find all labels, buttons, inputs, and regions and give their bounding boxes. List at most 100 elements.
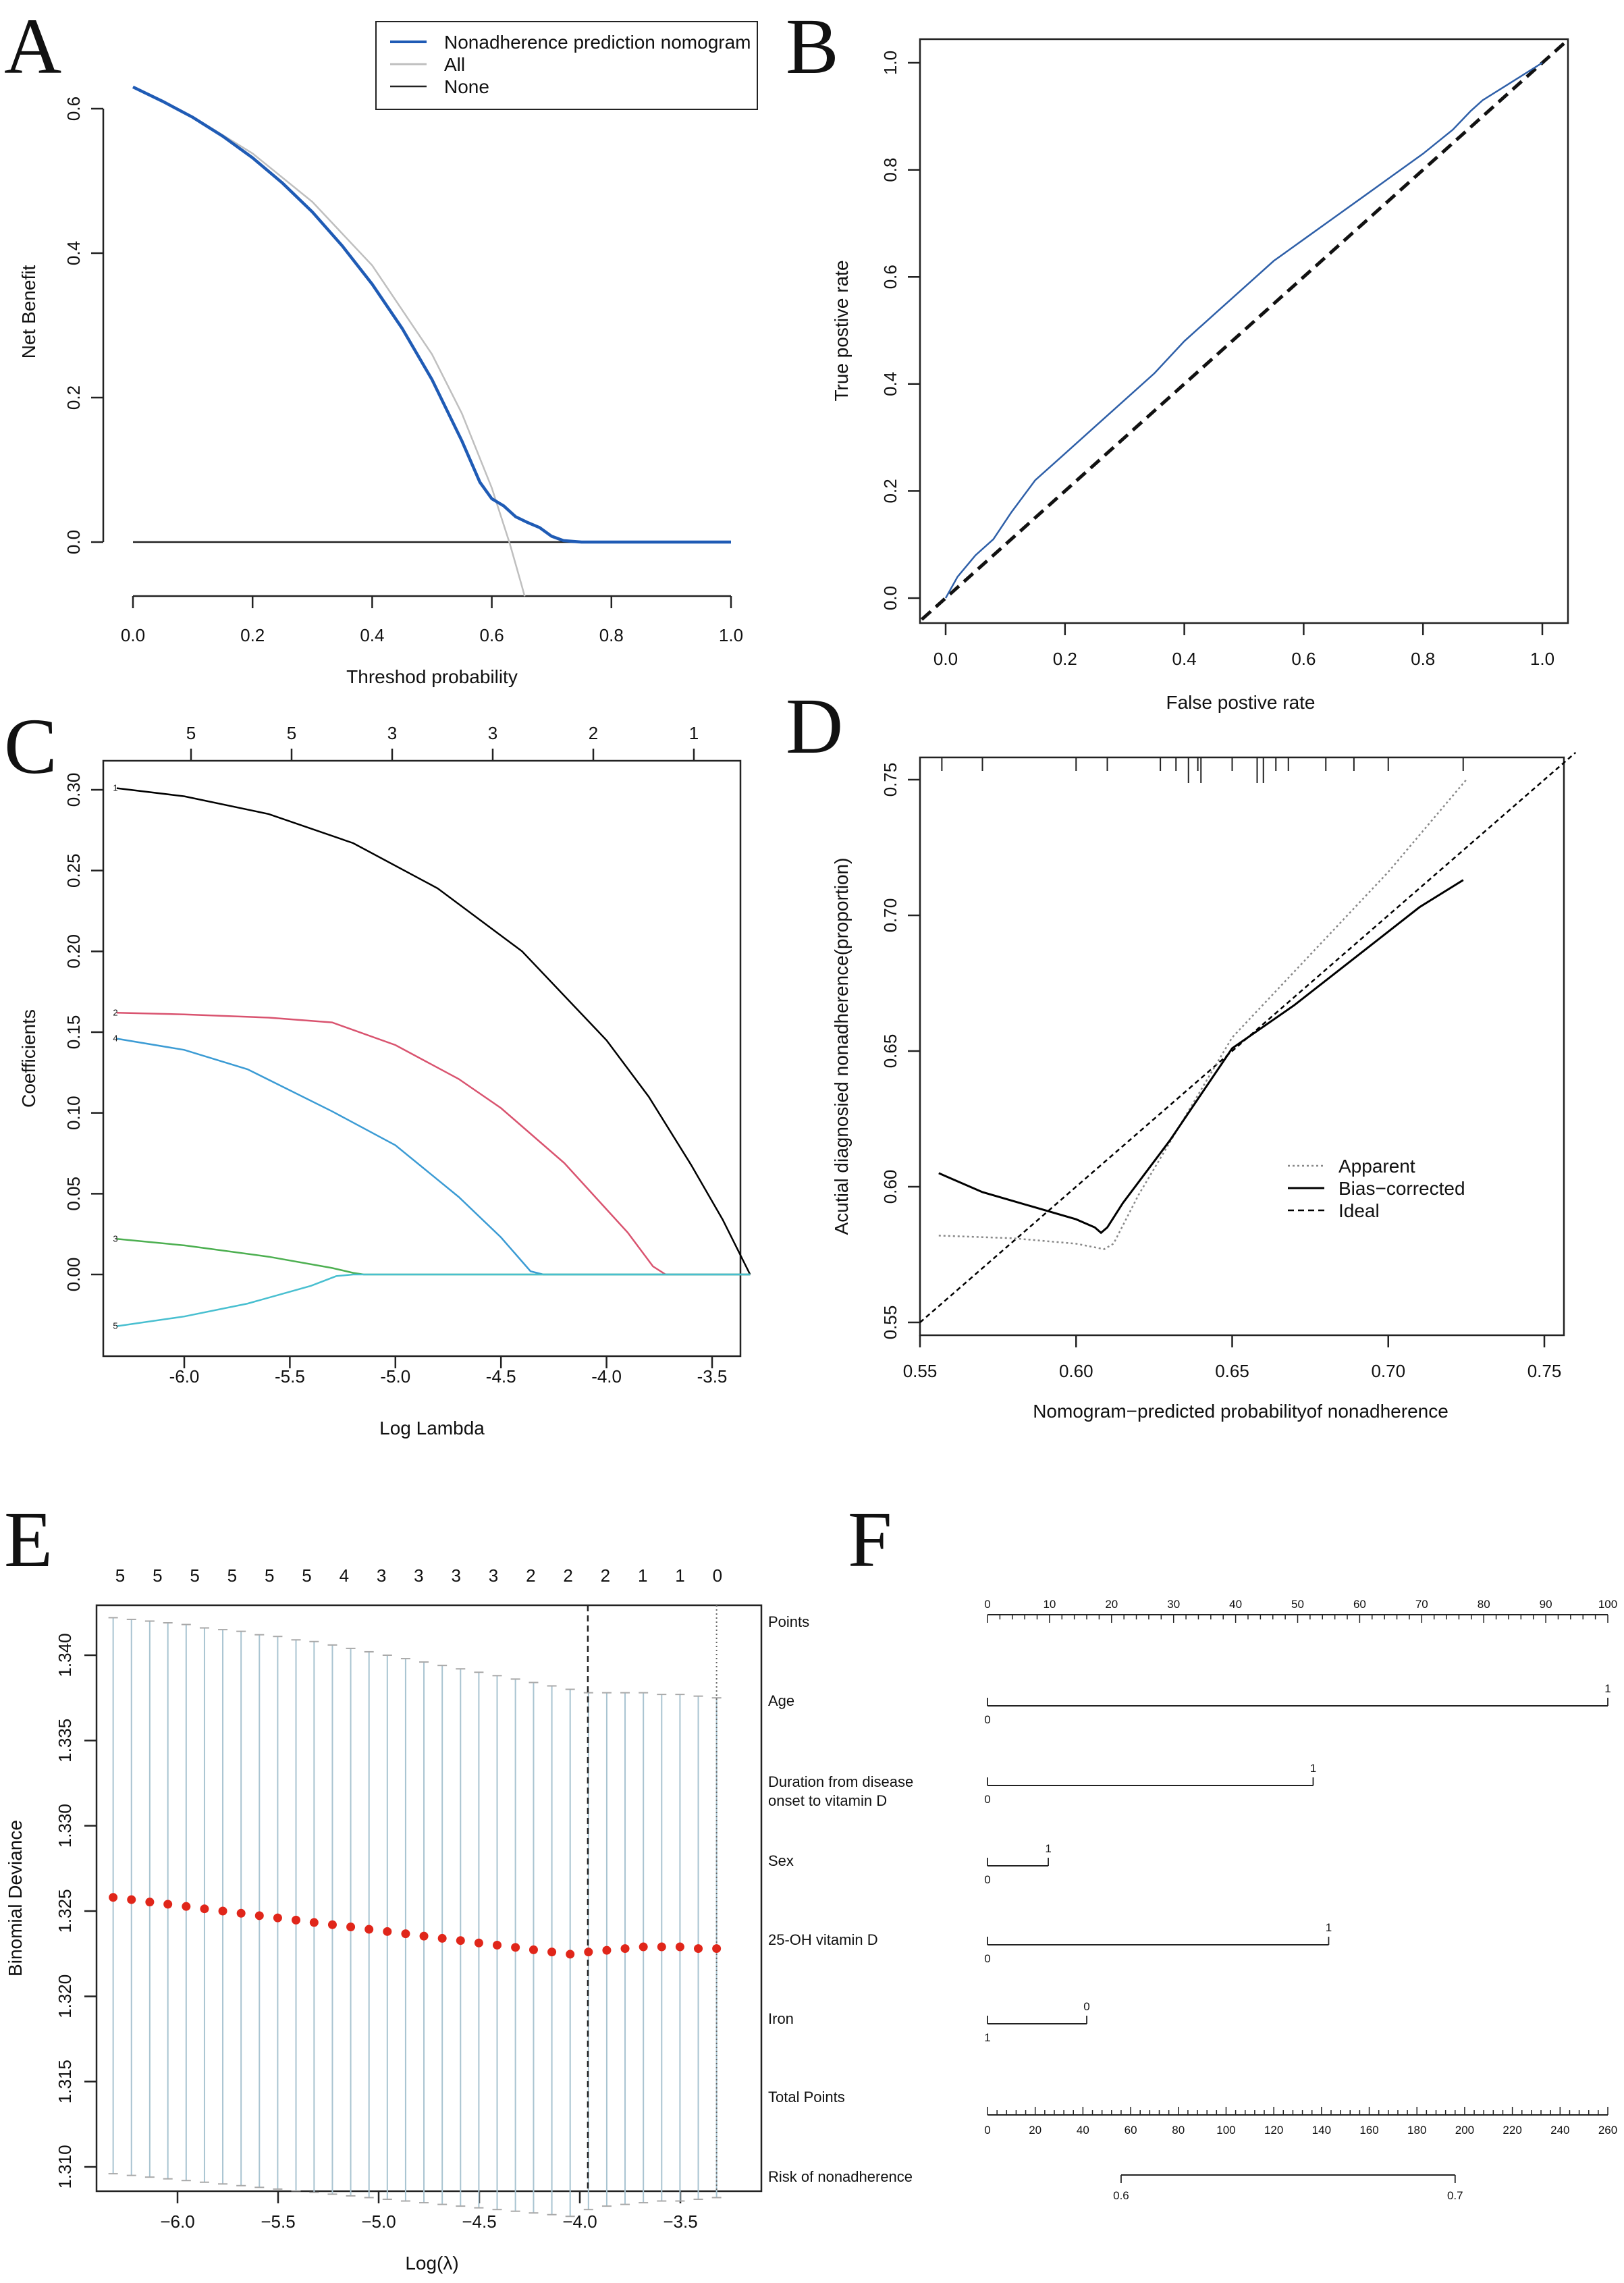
c-y-tick-label: 0.05 <box>63 1177 84 1211</box>
e-y-tick-label: 1.320 <box>55 1975 75 2018</box>
a-x-tick-label: 1.0 <box>719 625 743 645</box>
panel-d-rug <box>941 757 1464 783</box>
panel-e-y-label: Binomial Deviance <box>5 1820 26 1977</box>
panel-c-lasso-coefficients: 0.00 0.05 0.10 0.15 0.20 0.25 0.30 -6.0 -5.5 -5.… <box>18 723 751 1439</box>
panel-letter-c: C <box>4 702 57 790</box>
legend-label-none: None <box>444 76 489 97</box>
f-total-points-tick-label: 20 <box>1029 2124 1041 2137</box>
a-y-tick-label: 0.6 <box>63 97 84 121</box>
c-coef-label-2: 2 <box>113 1007 117 1017</box>
c-y-tick-label: 0.30 <box>63 773 84 807</box>
panel-d-y-label: Acutial diagnosied nonadherence(proporti… <box>831 858 852 1235</box>
panel-letter-f: F <box>848 1495 892 1584</box>
c-y-tick-label: 0.10 <box>63 1096 84 1130</box>
b-roc-line <box>944 61 1543 599</box>
e-deviance-point <box>639 1942 648 1952</box>
b-y-tick-label: 1.0 <box>880 51 900 75</box>
f-total-points-tick-label: 120 <box>1264 2124 1283 2137</box>
c-x-tick-label: -4.5 <box>486 1366 516 1387</box>
c-y-tick-label: 0.00 <box>63 1258 84 1292</box>
f-total-points-tick-label: 140 <box>1312 2124 1331 2137</box>
f-total-points-tick-label: 180 <box>1407 2124 1426 2137</box>
e-deviance-point <box>529 1945 538 1954</box>
d-x-tick-label: 0.55 <box>903 1361 938 1381</box>
e-top-tick-label: 0 <box>713 1565 722 1586</box>
e-deviance-point <box>292 1915 301 1925</box>
e-top-tick-label: 3 <box>451 1565 460 1586</box>
f-variable-tick-label-right: 0 <box>1083 2000 1089 2013</box>
panel-c-y-axis: 0.00 0.05 0.10 0.15 0.20 0.25 0.30 <box>63 773 103 1292</box>
f-points-tick-label: 100 <box>1598 1598 1617 1611</box>
panel-e-x-label: Log(λ) <box>405 2253 458 2274</box>
panel-f-row-labels: Points Age Duration from disease onset t… <box>768 1613 913 2185</box>
panel-d-x-axis: 0.55 0.60 0.65 0.70 0.75 <box>903 1335 1561 1381</box>
c-x-tick-label: -3.5 <box>697 1366 728 1387</box>
e-top-tick-label: 2 <box>526 1565 535 1586</box>
nomogram-label-iron: Iron <box>768 2010 794 2027</box>
a-y-tick-label: 0.2 <box>63 385 84 410</box>
c-y-tick-label: 0.25 <box>63 853 84 888</box>
e-top-tick-label: 5 <box>227 1565 237 1586</box>
panel-c-x-label: Log Lambda <box>379 1418 485 1439</box>
f-total-points-tick-label: 260 <box>1598 2124 1617 2137</box>
panel-d-series <box>919 751 1577 1323</box>
a-x-tick-label: 0.6 <box>480 625 504 645</box>
b-x-tick-label: 0.0 <box>933 649 958 669</box>
e-top-tick-label: 5 <box>302 1565 311 1586</box>
e-top-tick-label: 5 <box>190 1565 199 1586</box>
legend-label-ideal: Ideal <box>1338 1200 1380 1221</box>
b-x-tick-label: 0.8 <box>1411 649 1435 669</box>
c-coef-line-4 <box>116 1038 751 1276</box>
panel-d-x-label: Nomogram−predicted probabilityof nonadhe… <box>1033 1401 1449 1422</box>
legend-label-nomogram: Nonadherence prediction nomogram <box>444 32 751 53</box>
e-top-tick-label: 5 <box>115 1565 125 1586</box>
panel-b-y-axis: 0.0 0.2 0.4 0.6 0.8 1.0 <box>880 51 920 610</box>
b-y-tick-label: 0.0 <box>880 586 900 610</box>
e-top-tick-label: 5 <box>265 1565 274 1586</box>
panel-c-series: 1 2 4 3 5 <box>113 783 751 1331</box>
legend-label-bias-corrected: Bias−corrected <box>1338 1178 1465 1199</box>
d-x-tick-label: 0.65 <box>1215 1361 1249 1381</box>
f-risk-tick-label: 0.6 <box>1113 2189 1129 2202</box>
e-top-tick-label: 3 <box>377 1565 386 1586</box>
panel-a-y-axis: 0.0 0.2 0.4 0.6 <box>63 97 105 554</box>
panel-e-cross-validation: 1.310 1.315 1.320 1.325 1.330 1.335 1.340 −6.0… <box>5 1565 763 2274</box>
c-top-tick-label: 5 <box>287 723 296 743</box>
panel-a-y-label: Net Benefit <box>18 265 39 359</box>
panel-letter-d: D <box>786 682 843 770</box>
panel-a-decision-curve: 0.0 0.2 0.4 0.6 0.0 0.2 0.4 0.6 0.8 1.0 Threshod… <box>18 21 758 687</box>
b-y-tick-label: 0.4 <box>880 372 900 396</box>
d-y-tick-label: 0.60 <box>880 1170 900 1204</box>
e-deviance-point <box>620 1944 630 1954</box>
e-deviance-point <box>127 1895 136 1904</box>
c-coef-label-1: 1 <box>113 783 117 793</box>
e-deviance-point <box>254 1911 264 1921</box>
e-deviance-point <box>712 1944 722 1954</box>
a-x-tick-label: 0.2 <box>240 625 265 645</box>
e-deviance-point <box>309 1918 319 1927</box>
c-y-tick-label: 0.20 <box>63 934 84 969</box>
e-deviance-point <box>419 1931 429 1941</box>
c-coef-line-2 <box>116 1012 751 1276</box>
nomogram-label-vitamin-d: 25-OH vitamin D <box>768 1931 878 1948</box>
panel-c-y-label: Coefficients <box>18 1009 39 1108</box>
e-deviance-point <box>273 1913 282 1923</box>
e-deviance-point <box>657 1942 666 1952</box>
panel-d-legend: Apparent Bias−corrected Ideal <box>1288 1156 1465 1221</box>
e-deviance-point <box>566 1950 575 1959</box>
f-points-tick-label: 50 <box>1291 1598 1304 1611</box>
e-top-tick-label: 2 <box>601 1565 610 1586</box>
f-total-points-tick-label: 60 <box>1125 2124 1137 2137</box>
e-top-tick-label: 3 <box>489 1565 498 1586</box>
f-total-points-tick-label: 80 <box>1172 2124 1185 2137</box>
c-coef-line-1 <box>116 787 751 1275</box>
f-points-tick-label: 0 <box>984 1598 990 1611</box>
e-deviance-point <box>200 1904 209 1914</box>
e-deviance-point <box>327 1920 337 1929</box>
f-variable-tick-label-left: 0 <box>984 1713 990 1726</box>
c-y-tick-label: 0.15 <box>63 1015 84 1050</box>
e-deviance-point <box>602 1945 612 1955</box>
e-y-tick-label: 1.325 <box>55 1889 75 1933</box>
d-y-tick-label: 0.70 <box>880 898 900 933</box>
f-total-points-tick-label: 200 <box>1455 2124 1474 2137</box>
